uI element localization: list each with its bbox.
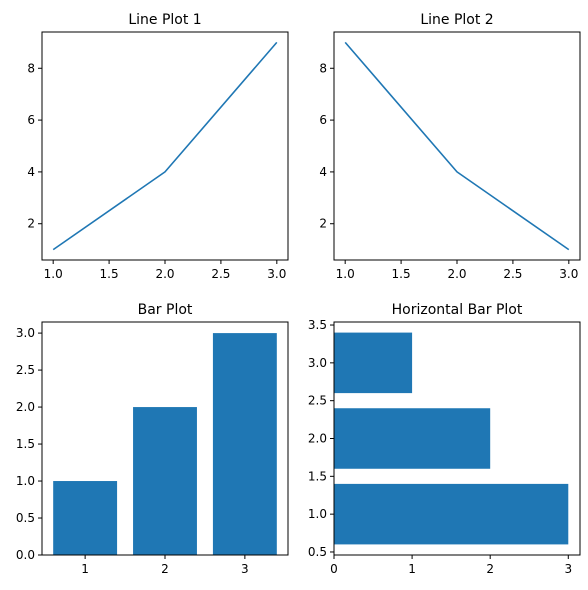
- x-tick-label: 1.0: [336, 267, 355, 281]
- y-tick-label: 6: [319, 113, 327, 127]
- y-tick-label: 8: [27, 61, 35, 75]
- chart-title: Horizontal Bar Plot: [392, 302, 523, 318]
- bar-2: [133, 407, 197, 555]
- bar-1: [334, 484, 568, 545]
- bar-2: [334, 408, 490, 469]
- x-tick-label: 3: [564, 562, 572, 576]
- y-tick-label: 1.5: [16, 437, 35, 451]
- y-tick-label: 0.5: [308, 545, 327, 559]
- x-tick-label: 2.5: [211, 267, 230, 281]
- series-line: [345, 42, 569, 249]
- y-tick-label: 8: [319, 61, 327, 75]
- axes-frame: [42, 32, 288, 260]
- y-tick-label: 0.0: [16, 548, 35, 562]
- y-tick-label: 3.0: [16, 326, 35, 340]
- x-tick-label: 0: [330, 562, 338, 576]
- chart-panel-3: 1 2 3 0.0 0.5 1.0 1.5 2.0 2.5 3.0 Bar Plot: [16, 302, 288, 576]
- y-tick-label: 1.5: [308, 469, 327, 483]
- y-tick-label: 4: [319, 165, 327, 179]
- y-tick-label: 6: [27, 113, 35, 127]
- bar-3: [334, 333, 412, 394]
- chart-title: Bar Plot: [138, 302, 193, 318]
- x-tick-label: 1.5: [100, 267, 119, 281]
- chart-panel-4: 0 1 2 3 0.5 1.0 1.5 2.0 2.5 3.0 3.5 Horizontal Bar …: [308, 302, 580, 576]
- bar-3: [213, 333, 277, 555]
- x-tick-label: 2.0: [155, 267, 174, 281]
- y-tick-label: 2.5: [16, 363, 35, 377]
- y-tick-label: 3.0: [308, 356, 327, 370]
- series-line: [53, 42, 277, 249]
- chart-panel-1: 1.0 1.5 2.0 2.5 3.0 2 4 6 8 Line Plot 1: [27, 12, 288, 281]
- x-tick-label: 1.0: [44, 267, 63, 281]
- y-tick-label: 2.0: [308, 432, 327, 446]
- y-tick-label: 2.0: [16, 400, 35, 414]
- chart-title: Line Plot 2: [420, 12, 493, 28]
- axes-frame: [334, 32, 580, 260]
- x-tick-label: 2.5: [503, 267, 522, 281]
- y-tick-label: 2: [27, 217, 35, 231]
- chart-title: Line Plot 1: [128, 12, 201, 28]
- x-tick-label: 1: [81, 562, 89, 576]
- x-tick-label: 3: [241, 562, 249, 576]
- y-tick-label: 3.5: [308, 318, 327, 332]
- x-tick-label: 1.5: [392, 267, 411, 281]
- x-tick-label: 3.0: [559, 267, 578, 281]
- x-tick-label: 1: [408, 562, 416, 576]
- bar-1: [53, 481, 117, 555]
- x-tick-label: 2: [161, 562, 169, 576]
- y-tick-label: 0.5: [16, 511, 35, 525]
- y-tick-label: 1.0: [308, 507, 327, 521]
- x-tick-label: 2.0: [447, 267, 466, 281]
- x-tick-label: 3.0: [267, 267, 286, 281]
- y-tick-label: 1.0: [16, 474, 35, 488]
- y-tick-label: 4: [27, 165, 35, 179]
- chart-panel-2: 1.0 1.5 2.0 2.5 3.0 2 4 6 8 Line Plot 2: [319, 12, 580, 281]
- x-tick-label: 2: [486, 562, 494, 576]
- y-tick-label: 2.5: [308, 394, 327, 408]
- y-tick-label: 2: [319, 217, 327, 231]
